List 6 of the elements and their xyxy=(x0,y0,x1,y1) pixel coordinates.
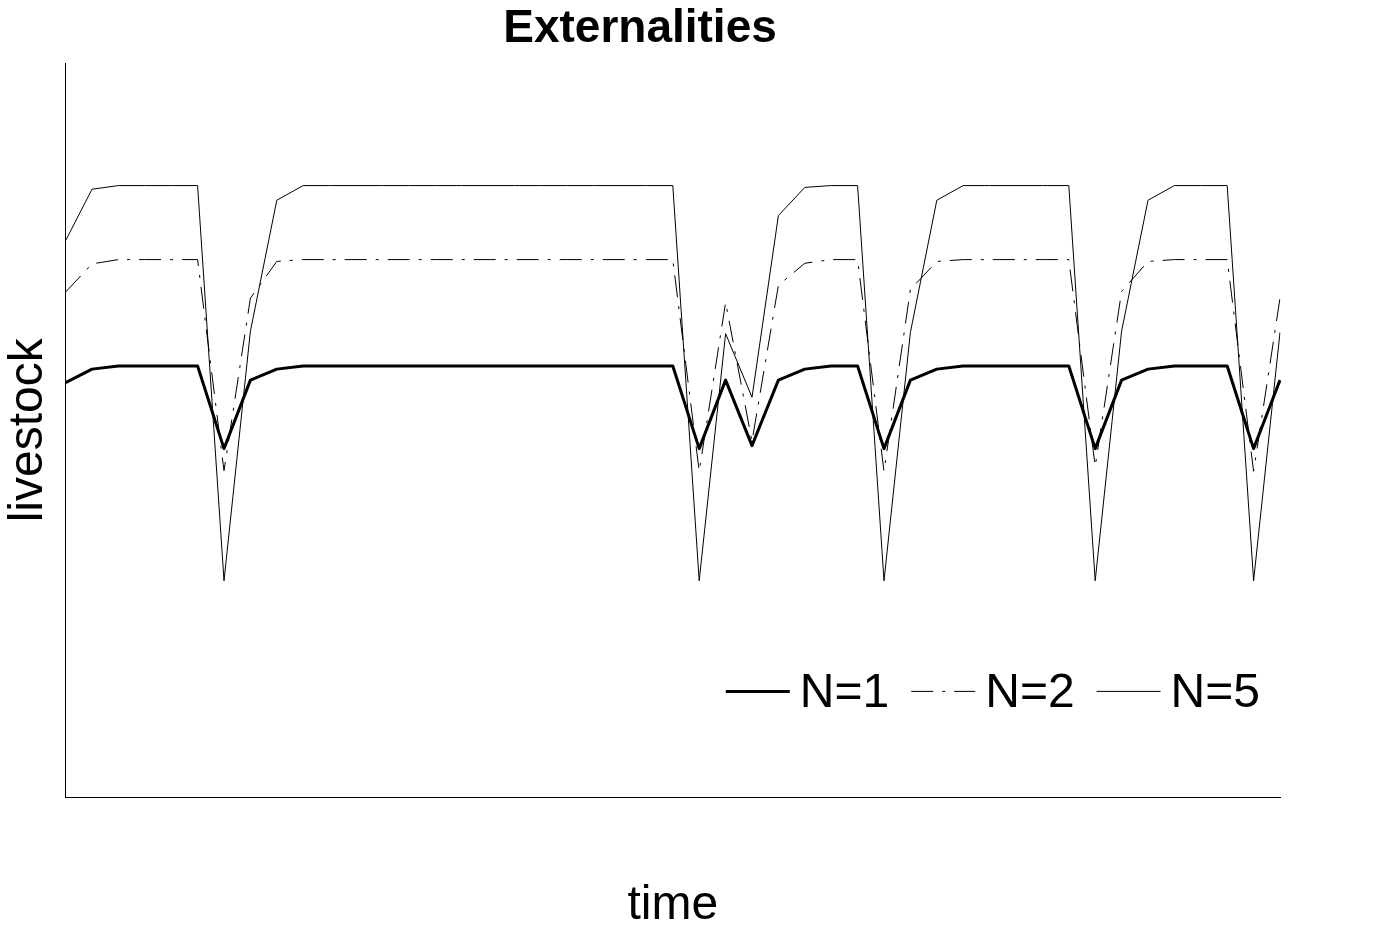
legend-label: N=2 xyxy=(985,663,1075,717)
y-axis-title: livestock xyxy=(0,337,53,523)
x-axis-title: time xyxy=(627,876,719,930)
chart-title: Externalities xyxy=(503,0,777,53)
legend-label: N=1 xyxy=(799,663,890,717)
legend-label: N=5 xyxy=(1170,663,1260,717)
